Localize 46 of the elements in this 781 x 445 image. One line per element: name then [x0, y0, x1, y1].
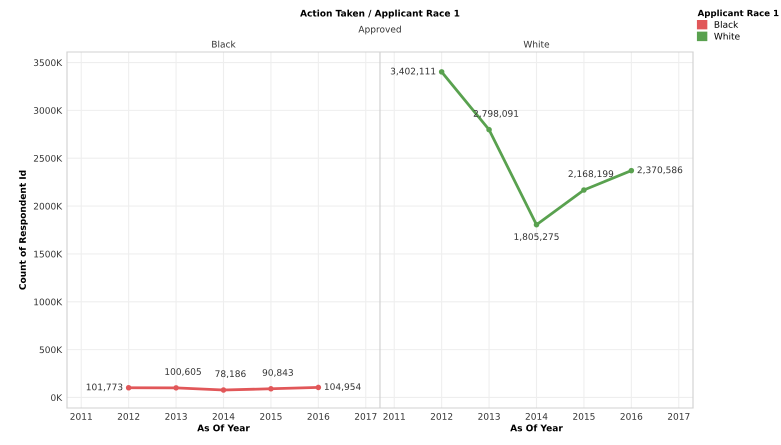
legend-label: White: [714, 32, 740, 40]
chart-subtitle: Approved: [358, 26, 401, 34]
data-label: 1,805,275: [514, 233, 559, 241]
y-tick-label: 0K: [51, 394, 62, 402]
x-tick-label: 2013: [478, 413, 500, 420]
y-tick-label: 3000K: [34, 107, 62, 114]
data-label: 2,370,586: [638, 166, 682, 174]
data-label: 104,954: [324, 383, 361, 391]
x-tick-label: 2012: [118, 413, 140, 420]
x-tick-label: 2012: [430, 413, 452, 420]
point: [628, 168, 634, 174]
x-tick-label: 2015: [260, 413, 282, 420]
x-tick-label: 2016: [308, 413, 330, 420]
x-tick-label: 2017: [668, 413, 690, 420]
x-tick-label: 2011: [70, 413, 92, 420]
y-tick-label: 500K: [40, 346, 62, 354]
point: [486, 126, 492, 132]
legend-title: Applicant Race 1: [698, 10, 778, 18]
x-axis-title: As Of Year: [510, 424, 563, 432]
x-tick-label: 2015: [573, 413, 595, 420]
x-tick-label: 2016: [620, 413, 642, 420]
data-label: 90,843: [262, 369, 293, 377]
y-tick-label: 1500K: [34, 250, 62, 258]
text: Black: [212, 40, 236, 48]
data-label: 101,773: [86, 384, 122, 392]
y-tick-label: 2500K: [34, 154, 62, 162]
point: [534, 222, 540, 228]
x-tick-label: 2014: [212, 413, 234, 420]
y-tick-label: 3500K: [34, 59, 62, 66]
data-label: 3,402,111: [390, 68, 436, 76]
x-tick-label: 2013: [165, 413, 187, 420]
chart-title: Action Taken / Applicant Race 1: [300, 10, 460, 18]
point: [438, 69, 444, 75]
y-tick-label: 1000K: [34, 298, 62, 306]
y-axis-title: Count of Respondent Id: [18, 170, 28, 290]
x-tick-label: 2014: [526, 413, 548, 420]
data-label: 100,605: [165, 368, 201, 376]
x-axis-title: As Of Year: [197, 424, 250, 432]
x-tick-label: 2011: [383, 413, 405, 420]
data-label: 2,168,199: [568, 170, 614, 178]
y-tick-label: 2000K: [34, 202, 62, 210]
legend-label: Black: [714, 20, 738, 28]
data-label: 78,186: [215, 370, 246, 378]
x-tick-label: 2017: [354, 413, 376, 420]
point: [581, 187, 587, 193]
text: White: [524, 40, 550, 48]
